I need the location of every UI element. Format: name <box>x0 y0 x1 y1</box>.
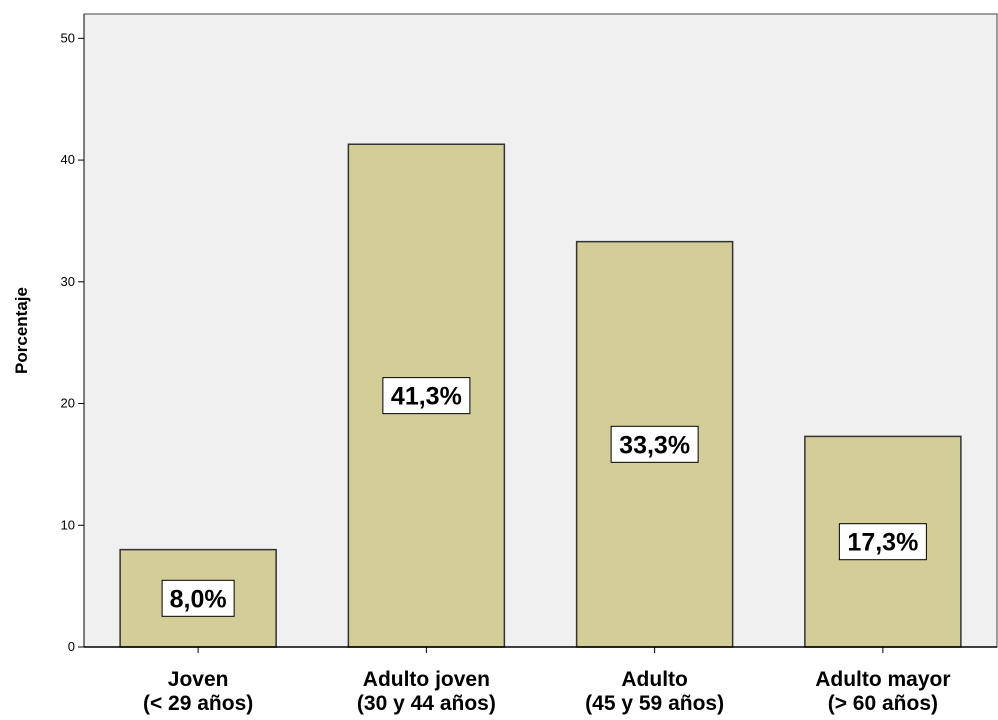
x-tick-label: Adulto mayor <box>815 668 950 691</box>
x-tick-label: Joven <box>168 668 229 691</box>
y-tick-label: 20 <box>61 396 75 411</box>
data-label-box <box>382 377 471 415</box>
x-tick-label: (< 29 años) <box>143 692 253 715</box>
data-label: 41,3% <box>391 383 462 411</box>
data-label-box <box>161 579 235 617</box>
data-label: 8,0% <box>170 585 227 613</box>
x-tick-label: (30 y 44 años) <box>357 692 496 715</box>
x-tick-label: Adulto joven <box>363 668 490 691</box>
data-label: 17,3% <box>847 529 918 557</box>
y-tick-label: 0 <box>68 639 75 654</box>
data-label: 33,3% <box>619 431 690 459</box>
y-axis: 0 10 20 30 40 50 <box>61 14 85 654</box>
data-label-box <box>838 523 927 561</box>
x-tick-label: Adulto <box>621 668 687 691</box>
y-tick-label: 10 <box>61 517 75 532</box>
x-axis: Joven(< 29 años) Adulto joven(30 y 44 año… <box>84 646 997 715</box>
y-tick-label: 40 <box>61 152 75 167</box>
x-tick-label: (> 60 años) <box>828 692 938 715</box>
bars: 8,0% 41,3% 33,3% 17,3% <box>119 143 962 648</box>
data-label-box <box>610 425 699 463</box>
x-tick-label: (45 y 59 años) <box>585 692 724 715</box>
y-tick-label: 30 <box>61 274 75 289</box>
y-tick-label: 50 <box>61 30 75 45</box>
y-axis-label: Porcentaje <box>12 287 31 374</box>
